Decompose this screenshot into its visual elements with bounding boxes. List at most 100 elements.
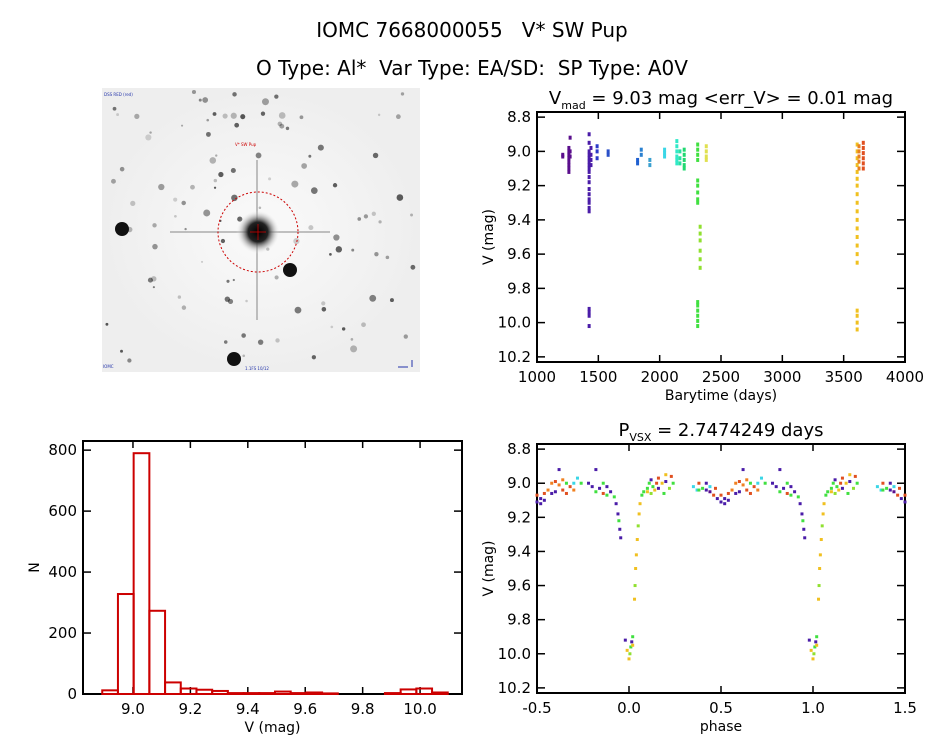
data-point bbox=[642, 490, 646, 494]
data-point bbox=[723, 502, 727, 506]
y-tick-label: 200 bbox=[48, 624, 77, 642]
data-point bbox=[645, 486, 649, 490]
data-point bbox=[861, 145, 865, 150]
field-star bbox=[152, 223, 157, 228]
data-point bbox=[605, 485, 609, 489]
data-point bbox=[848, 473, 852, 477]
field-star bbox=[241, 333, 246, 338]
figure-title: IOMC 7668000055 V* SW Pup bbox=[316, 18, 628, 42]
field-star bbox=[395, 114, 401, 120]
data-point bbox=[855, 243, 859, 248]
data-point bbox=[636, 157, 640, 162]
finder-image: DSS RED (red) V* SW Pup 1.1FS 10/12 IOMC bbox=[102, 88, 420, 372]
data-point bbox=[660, 481, 664, 485]
data-point bbox=[801, 519, 805, 523]
data-point bbox=[542, 498, 546, 502]
field-star bbox=[268, 177, 272, 181]
data-point bbox=[719, 493, 723, 497]
data-point bbox=[745, 488, 749, 492]
data-point bbox=[745, 478, 749, 482]
histogram-bar bbox=[164, 681, 182, 696]
data-point bbox=[697, 488, 701, 492]
field-star bbox=[308, 154, 312, 158]
field-star bbox=[351, 248, 355, 252]
data-point bbox=[598, 486, 602, 490]
data-point bbox=[855, 481, 859, 485]
y-tick-label: 9.8 bbox=[507, 279, 531, 297]
y-tick-label: 9.2 bbox=[507, 177, 531, 195]
field-star bbox=[202, 97, 209, 103]
data-point bbox=[567, 159, 571, 164]
data-point bbox=[678, 149, 682, 154]
x-tick-label: 1000 bbox=[518, 368, 556, 386]
field-star bbox=[130, 200, 136, 206]
data-point bbox=[857, 149, 861, 154]
field-star bbox=[311, 355, 316, 360]
histogram-bar bbox=[321, 692, 339, 696]
data-point bbox=[813, 645, 817, 649]
field-star bbox=[335, 246, 343, 253]
data-point bbox=[561, 478, 565, 482]
data-point bbox=[669, 474, 673, 478]
data-point bbox=[639, 147, 643, 152]
data-point bbox=[818, 567, 822, 570]
data-point bbox=[789, 485, 793, 489]
x-axis-label: V (mag) bbox=[244, 720, 300, 736]
data-point bbox=[817, 597, 821, 601]
field-star bbox=[224, 296, 231, 302]
data-point bbox=[696, 190, 700, 195]
data-point bbox=[818, 553, 822, 557]
data-point bbox=[617, 519, 621, 523]
x-tick-label: 9.6 bbox=[293, 700, 317, 718]
field-star bbox=[190, 184, 195, 190]
data-point bbox=[675, 139, 679, 144]
data-point bbox=[696, 178, 700, 183]
y-tick-label: 9.0 bbox=[507, 142, 531, 160]
data-point bbox=[778, 490, 782, 494]
data-point bbox=[855, 142, 859, 147]
histogram-bar bbox=[415, 687, 434, 695]
data-point bbox=[793, 490, 797, 494]
histogram-bar bbox=[101, 689, 119, 695]
field-star bbox=[234, 122, 240, 128]
data-point bbox=[899, 497, 903, 501]
field-star bbox=[371, 211, 376, 216]
target-circle bbox=[217, 191, 299, 273]
data-point bbox=[819, 538, 823, 542]
field-star bbox=[321, 301, 326, 306]
data-point bbox=[568, 149, 572, 154]
field-star bbox=[278, 112, 286, 119]
data-point bbox=[568, 485, 572, 489]
data-point bbox=[875, 485, 879, 489]
data-point bbox=[771, 481, 775, 485]
field-star bbox=[191, 89, 197, 95]
data-point bbox=[634, 553, 638, 557]
data-point bbox=[542, 491, 546, 495]
data-point bbox=[651, 485, 655, 489]
data-point bbox=[726, 498, 730, 502]
field-star bbox=[257, 339, 264, 345]
y-axis-label: V (mag) bbox=[481, 209, 497, 265]
data-point bbox=[696, 318, 700, 323]
data-point bbox=[616, 512, 620, 516]
data-point bbox=[837, 488, 841, 492]
data-point bbox=[656, 476, 660, 480]
data-point bbox=[589, 163, 593, 168]
finder-label-target: V* SW Pup bbox=[235, 142, 257, 147]
data-point bbox=[861, 140, 865, 145]
data-point bbox=[649, 491, 653, 495]
data-point bbox=[734, 481, 738, 485]
data-point bbox=[855, 176, 859, 181]
field-star bbox=[158, 183, 165, 191]
data-point bbox=[704, 157, 708, 162]
data-point bbox=[587, 209, 591, 214]
field-star bbox=[145, 134, 152, 141]
histogram-bar bbox=[179, 687, 198, 695]
data-point bbox=[696, 183, 700, 188]
plot-frame bbox=[82, 440, 463, 695]
data-point bbox=[564, 491, 568, 495]
data-point bbox=[568, 154, 572, 159]
data-point bbox=[822, 502, 826, 506]
data-point bbox=[645, 490, 649, 494]
